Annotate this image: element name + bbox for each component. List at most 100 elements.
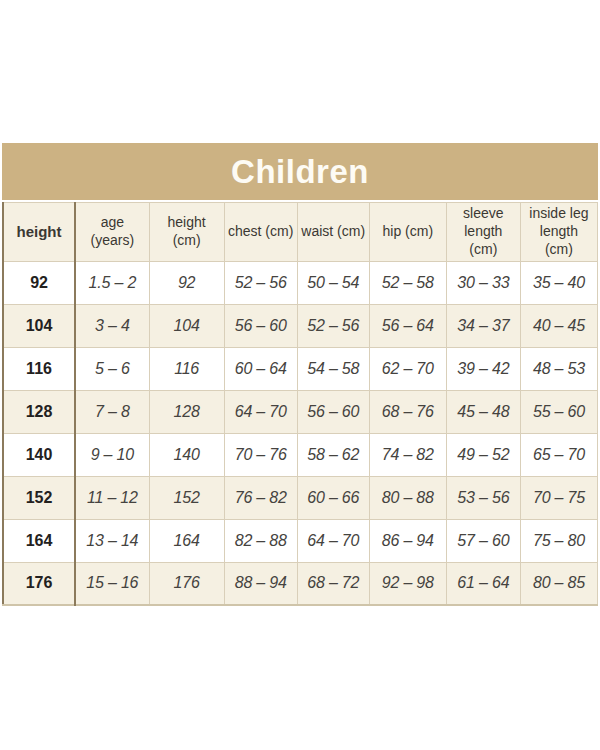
- size-row-128: 1287 – 812864 – 7056 – 6068 – 7645 – 485…: [3, 390, 598, 433]
- cell-104-age: 3 – 4: [75, 304, 149, 347]
- cell-176-hip: 92 – 98: [369, 562, 446, 605]
- size-row-152: 15211 – 1215276 – 8260 – 6680 – 8853 – 5…: [3, 476, 598, 519]
- column-header-label: waist (cm): [299, 223, 368, 241]
- column-header-label: hip (cm): [371, 223, 445, 241]
- cell-164-chest: 82 – 88: [224, 519, 297, 562]
- size-row-176: 17615 – 1617688 – 9468 – 7292 – 9861 – 6…: [3, 562, 598, 605]
- column-header-label: height: [151, 214, 223, 232]
- cell-116-height: 116: [3, 347, 75, 390]
- cell-128-inside-leg: 55 – 60: [520, 390, 597, 433]
- cell-116-height-cm: 116: [149, 347, 224, 390]
- column-header-height: height: [3, 203, 75, 262]
- cell-128-chest: 64 – 70: [224, 390, 297, 433]
- column-header-inside-leg: inside leglength(cm): [520, 203, 597, 262]
- cell-164-inside-leg: 75 – 80: [520, 519, 597, 562]
- cell-92-hip: 52 – 58: [369, 261, 446, 304]
- column-header-height-cm: height(cm): [149, 203, 224, 262]
- cell-152-hip: 80 – 88: [369, 476, 446, 519]
- cell-176-sleeve: 61 – 64: [446, 562, 520, 605]
- size-row-140: 1409 – 1014070 – 7658 – 6274 – 8249 – 52…: [3, 433, 598, 476]
- cell-152-age: 11 – 12: [75, 476, 149, 519]
- column-header-hip: hip (cm): [369, 203, 446, 262]
- cell-92-height: 92: [3, 261, 75, 304]
- cell-140-sleeve: 49 – 52: [446, 433, 520, 476]
- table-header-row: heightage(years)height(cm)chest (cm)wais…: [3, 203, 598, 262]
- cell-152-inside-leg: 70 – 75: [520, 476, 597, 519]
- cell-176-height: 176: [3, 562, 75, 605]
- cell-104-sleeve: 34 – 37: [446, 304, 520, 347]
- cell-176-waist: 68 – 72: [297, 562, 369, 605]
- cell-116-inside-leg: 48 – 53: [520, 347, 597, 390]
- cell-128-hip: 68 – 76: [369, 390, 446, 433]
- cell-128-sleeve: 45 – 48: [446, 390, 520, 433]
- column-header-label: height: [5, 222, 73, 241]
- size-row-104: 1043 – 410456 – 6052 – 5656 – 6434 – 374…: [3, 304, 598, 347]
- cell-176-chest: 88 – 94: [224, 562, 297, 605]
- cell-92-age: 1.5 – 2: [75, 261, 149, 304]
- column-header-label: age: [77, 214, 148, 232]
- cell-92-chest: 52 – 56: [224, 261, 297, 304]
- chart-title: Children: [231, 153, 369, 191]
- column-header-label: (cm): [448, 241, 519, 259]
- column-header-sleeve: sleevelength(cm): [446, 203, 520, 262]
- cell-152-height-cm: 152: [149, 476, 224, 519]
- column-header-label: chest (cm): [226, 223, 296, 241]
- cell-176-age: 15 – 16: [75, 562, 149, 605]
- cell-104-chest: 56 – 60: [224, 304, 297, 347]
- cell-104-hip: 56 – 64: [369, 304, 446, 347]
- page: Children heightage(years)height(cm)chest…: [0, 0, 600, 750]
- cell-164-hip: 86 – 94: [369, 519, 446, 562]
- cell-104-waist: 52 – 56: [297, 304, 369, 347]
- size-row-164: 16413 – 1416482 – 8864 – 7086 – 9457 – 6…: [3, 519, 598, 562]
- cell-152-height: 152: [3, 476, 75, 519]
- cell-104-height: 104: [3, 304, 75, 347]
- cell-164-age: 13 – 14: [75, 519, 149, 562]
- cell-128-waist: 56 – 60: [297, 390, 369, 433]
- cell-140-inside-leg: 65 – 70: [520, 433, 597, 476]
- cell-140-chest: 70 – 76: [224, 433, 297, 476]
- cell-140-hip: 74 – 82: [369, 433, 446, 476]
- column-header-waist: waist (cm): [297, 203, 369, 262]
- cell-128-height: 128: [3, 390, 75, 433]
- column-header-label: (cm): [522, 241, 596, 259]
- size-row-116: 1165 – 611660 – 6454 – 5862 – 7039 – 424…: [3, 347, 598, 390]
- cell-140-waist: 58 – 62: [297, 433, 369, 476]
- cell-92-inside-leg: 35 – 40: [520, 261, 597, 304]
- cell-176-height-cm: 176: [149, 562, 224, 605]
- cell-92-height-cm: 92: [149, 261, 224, 304]
- column-header-chest: chest (cm): [224, 203, 297, 262]
- column-header-label: length: [448, 223, 519, 241]
- cell-140-height-cm: 140: [149, 433, 224, 476]
- cell-116-chest: 60 – 64: [224, 347, 297, 390]
- cell-152-sleeve: 53 – 56: [446, 476, 520, 519]
- cell-92-waist: 50 – 54: [297, 261, 369, 304]
- cell-152-waist: 60 – 66: [297, 476, 369, 519]
- column-header-label: length: [522, 223, 596, 241]
- cell-176-inside-leg: 80 – 85: [520, 562, 597, 605]
- cell-128-height-cm: 128: [149, 390, 224, 433]
- cell-116-sleeve: 39 – 42: [446, 347, 520, 390]
- column-header-label: (cm): [151, 232, 223, 250]
- cell-164-height-cm: 164: [149, 519, 224, 562]
- cell-116-age: 5 – 6: [75, 347, 149, 390]
- cell-92-sleeve: 30 – 33: [446, 261, 520, 304]
- chart-title-band: Children: [2, 143, 598, 200]
- column-header-label: sleeve: [448, 205, 519, 223]
- cell-140-height: 140: [3, 433, 75, 476]
- cell-128-age: 7 – 8: [75, 390, 149, 433]
- size-row-92: 921.5 – 29252 – 5650 – 5452 – 5830 – 333…: [3, 261, 598, 304]
- cell-104-height-cm: 104: [149, 304, 224, 347]
- cell-116-hip: 62 – 70: [369, 347, 446, 390]
- size-table: heightage(years)height(cm)chest (cm)wais…: [2, 202, 598, 606]
- column-header-label: inside leg: [522, 205, 596, 223]
- children-size-chart: Children heightage(years)height(cm)chest…: [2, 143, 598, 606]
- cell-116-waist: 54 – 58: [297, 347, 369, 390]
- cell-164-height: 164: [3, 519, 75, 562]
- cell-104-inside-leg: 40 – 45: [520, 304, 597, 347]
- cell-152-chest: 76 – 82: [224, 476, 297, 519]
- column-header-age: age(years): [75, 203, 149, 262]
- cell-164-waist: 64 – 70: [297, 519, 369, 562]
- column-header-label: (years): [77, 232, 148, 250]
- cell-140-age: 9 – 10: [75, 433, 149, 476]
- cell-164-sleeve: 57 – 60: [446, 519, 520, 562]
